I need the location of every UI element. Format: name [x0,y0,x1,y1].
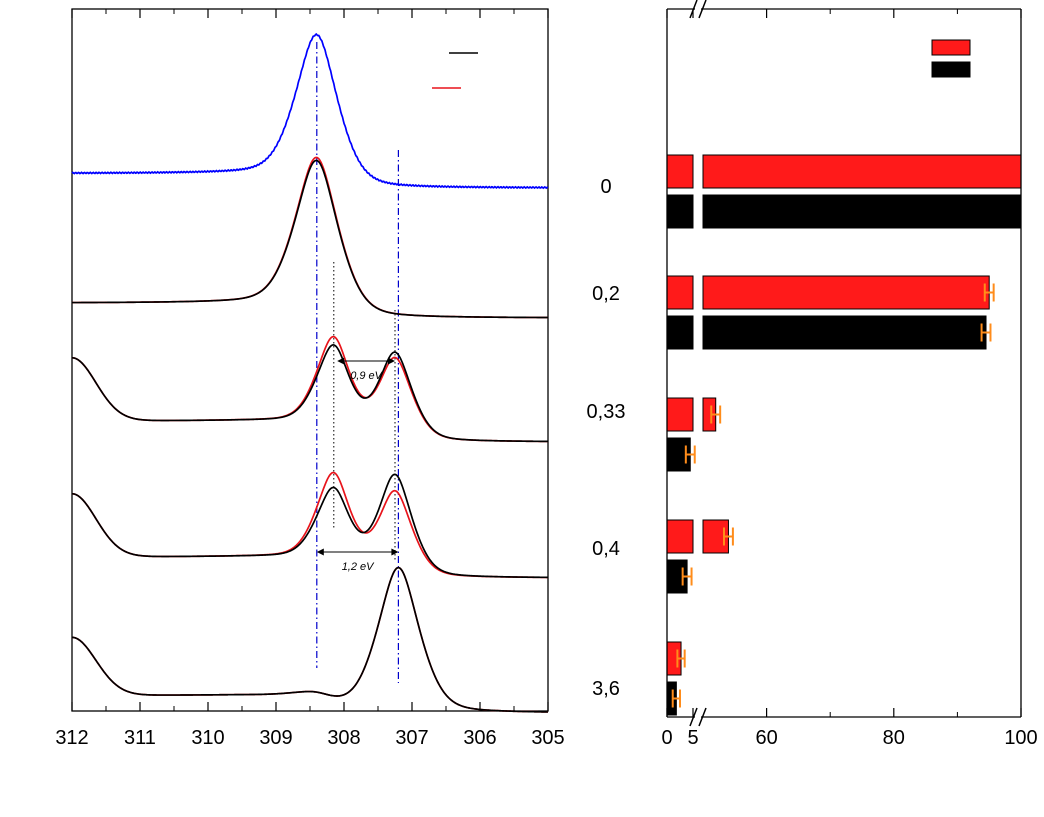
ocp-spectrum [72,156,549,319]
rhox-bars [666,154,1022,716]
rhox-panel: 0 5 60 80 100 00,20,330,43,6 [587,0,1038,749]
xps-legend [432,52,478,89]
xps-spectra [71,33,549,713]
bar-ocp-segment-1 [666,275,694,310]
shift-arrow-head-right [391,548,399,556]
ccp-spectrum [71,566,549,713]
bar-ocp-segment-2 [702,154,1022,189]
rhox-x-ticks: 0 5 60 80 100 [661,9,1038,749]
bar-ocp-segment-1 [666,154,694,189]
ratio-category-label: 0,2 [592,283,620,305]
bar-ocp-segment-2 [702,275,990,310]
xps-x-ticks: 312 311 310 309 308 307 306 305 [55,9,565,749]
ocp-spectrum [71,335,549,443]
ccp-spectrum [71,344,548,443]
ccp-spectrum [71,473,548,579]
rhox-x-tick-label: 0 [661,727,672,749]
xps-x-tick-label: 309 [259,727,292,749]
bar-ccp-segment-2 [702,194,1022,229]
rhox-x-tick-label: 60 [755,727,777,749]
peak-shift-annotations: 0,9 eV 1,2 eV [316,357,399,573]
xps-x-tick-label: 310 [191,727,224,749]
xps-x-tick-label: 312 [55,727,88,749]
legend-ocp-swatch [931,39,971,56]
axis-break-mark-top-2 [698,0,707,19]
ocp-spectrum [71,471,548,579]
legend-ccp-swatch [931,61,971,78]
bar-ccp-segment-2 [702,315,987,350]
bar-ocp-segment-1 [666,397,694,432]
rhox-legend [931,39,971,78]
rhox-category-labels: 0 0,2 0,33 0,4 3,6 [587,176,626,700]
xps-x-tick-label: 306 [463,727,496,749]
rhox-plot-frame [666,0,1022,727]
axis-break-mark-bottom-2 [698,707,707,727]
shift-label: 0,9 eV [350,370,383,382]
ratio-category-label: 0,33 [587,401,626,423]
xps-x-tick-label: 311 [124,727,156,749]
xps-x-tick-label: 305 [531,727,564,749]
bar-ocp-segment-1 [666,519,694,554]
shift-arrow-head-right [388,357,395,365]
rhox-x-tick-label: 5 [687,727,698,749]
ratio-category-label: 0 [600,176,611,198]
ccp-spectrum [72,159,549,319]
xps-x-tick-label: 307 [395,727,428,749]
shift-arrow-head-left [316,548,324,556]
xps-plot-frame [71,8,549,712]
bar-ccp-segment-1 [666,315,694,350]
ocp-spectrum [71,566,549,713]
rhox-x-tick-label: 100 [1004,727,1037,749]
peak-guide-lines [316,42,399,683]
xps-x-tick-label: 308 [327,727,360,749]
shift-label: 1,2 eV [342,561,375,573]
bar-ccp-segment-1 [666,194,694,229]
xps-panel: 312 311 310 309 308 307 306 305 0,9 eV 1,2 eV [55,8,565,749]
ratio-category-label: 3,6 [592,678,620,700]
shift-arrow-head-left [337,357,345,365]
reference-spectrum [71,33,549,190]
ratio-category-label: 0,4 [592,538,620,560]
rhox-x-tick-label: 80 [883,727,905,749]
